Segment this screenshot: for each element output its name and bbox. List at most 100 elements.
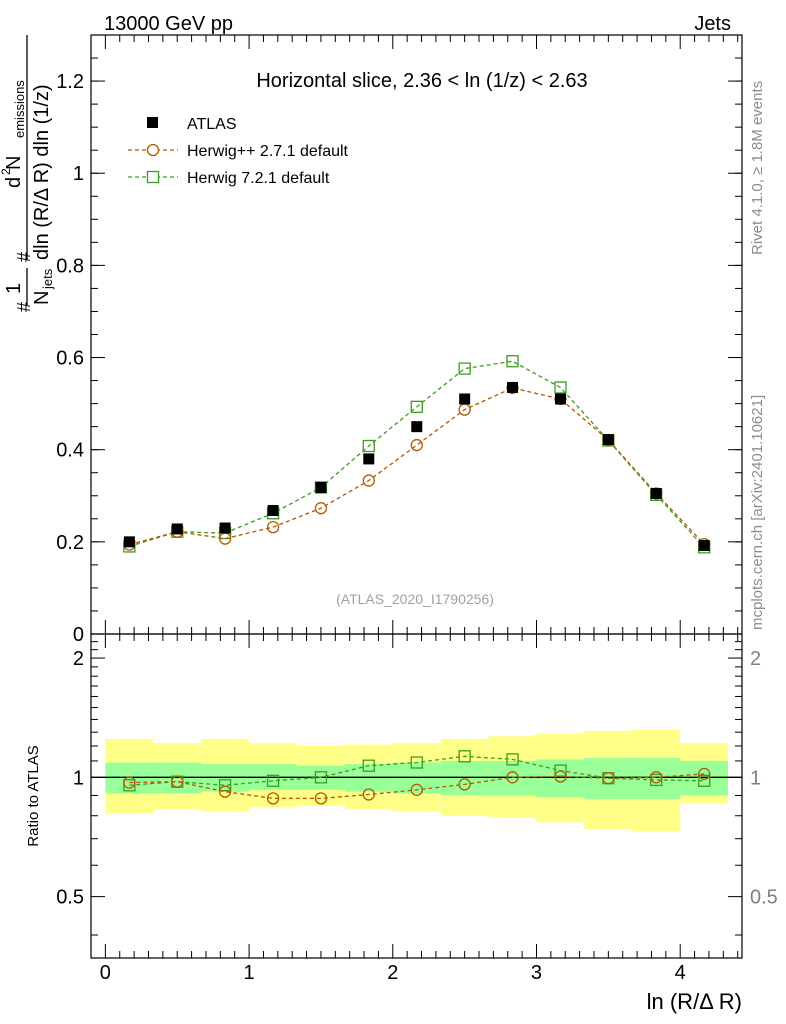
main-y-tick-label: 1	[73, 163, 84, 185]
ratio-herwigpp-point	[458, 778, 471, 791]
mcplots-label: mcplots.cern.ch [arXiv:2401.10621]	[749, 395, 766, 630]
ylabel-denominator: dln (R/Δ R) dln (1/z)	[31, 84, 53, 260]
x-tick-label: 2	[387, 962, 398, 984]
atlas-point	[315, 481, 327, 493]
atlas-point	[267, 505, 279, 517]
ratio-y-axis-label: Ratio to ATLAS	[25, 745, 42, 846]
ratio-herwig7-point	[362, 759, 375, 772]
ratio-plot-panel: 0.5 0.5 1 1 2 2 0 1 2 3 4 Ratio to ATLAS ln (R/Δ R…	[25, 633, 778, 1014]
ratio-herwigpp-point	[314, 792, 328, 805]
legend-label-atlas: ATLAS	[187, 116, 237, 133]
ylabel-emissions: emissions	[12, 80, 27, 138]
legend: ATLAS Herwig++ 2.7.1 default Herwig 7.2.…	[128, 116, 349, 187]
herwig7-point	[362, 439, 375, 453]
ratio-herwig7-point	[410, 756, 423, 769]
ratio-y-tick-label-right: 0.5	[750, 887, 778, 909]
ratio-band-inner	[632, 757, 681, 800]
legend-label-herwig7: Herwig 7.2.1 default	[187, 170, 330, 187]
herwig7-point	[410, 400, 423, 413]
atlas-point	[602, 434, 614, 446]
atlas-point	[363, 453, 375, 465]
ylabel-d: d	[3, 177, 25, 188]
ratio-y-tick-label-right: 2	[750, 648, 761, 670]
ratio-band-inner	[488, 760, 537, 796]
ratio-herwig7-point	[314, 771, 328, 784]
ratio-herwig7-line	[129, 755, 705, 786]
atlas-point	[650, 487, 662, 499]
ratio-band-inner	[680, 760, 729, 796]
ylabel-hash-1: #	[14, 302, 34, 312]
analysis-watermark: (ATLAS_2020_I1790256)	[336, 591, 494, 607]
ratio-herwigpp-point	[698, 767, 711, 781]
ratio-plot-frame	[90, 633, 743, 959]
plot-title: Horizontal slice, 2.36 < ln (1/z) < 2.63	[256, 70, 587, 92]
ratio-herwigpp-point	[650, 771, 663, 784]
ratio-herwigpp-point	[171, 775, 184, 788]
x-tick-label: 1	[244, 962, 255, 984]
atlas-point	[698, 540, 710, 552]
ylabel-hash-2: #	[14, 252, 34, 262]
main-series-layer	[123, 355, 711, 554]
ratio-herwig7-point	[218, 779, 232, 792]
main-y-tick-label: 0.6	[56, 348, 84, 370]
x-tick-label: 3	[531, 962, 542, 984]
ratio-y-tick-label-right: 1	[750, 767, 761, 789]
ratio-herwigpp-point	[602, 772, 615, 785]
ratio-herwig7-point	[506, 753, 519, 766]
x-tick-label: 4	[675, 962, 686, 984]
ylabel-one: 1	[3, 283, 25, 294]
herwigpp-point	[314, 502, 328, 515]
main-y-tick-label: 0	[73, 624, 84, 646]
ratio-band-inner	[392, 762, 441, 794]
main-y-tick-label: 0.2	[56, 532, 84, 554]
ylabel-n: N	[31, 291, 53, 305]
ylabel-n-emissions: N	[3, 156, 25, 170]
main-y-tick-label: 0.4	[56, 440, 84, 462]
atlas-point	[459, 393, 471, 405]
ratio-herwig7-point	[458, 750, 471, 763]
herwigpp-line	[129, 387, 705, 546]
main-axis-ticks	[91, 34, 742, 635]
herwig7-line	[129, 360, 705, 548]
main-plot-panel: 0 0.2 0.4 0.6 0.8 1 1.2 Horizontal slice, 2.36…	[0, 34, 743, 646]
ratio-herwigpp-point	[410, 783, 423, 796]
x-axis-label: ln (R/Δ R)	[647, 989, 742, 1014]
ratio-herwig7-point	[554, 764, 567, 777]
herwig7-point	[506, 355, 519, 368]
legend-marker-atlas	[147, 117, 158, 128]
legend-marker-herwigpp	[146, 143, 160, 157]
ratio-herwigpp-point	[266, 792, 280, 805]
main-y-tick-label: 1.2	[56, 71, 84, 93]
herwigpp-point	[266, 520, 280, 534]
ratio-herwigpp-point	[554, 770, 567, 783]
header-jets-label: Jets	[694, 13, 731, 35]
ratio-axis-ticks	[91, 634, 742, 958]
atlas-point	[171, 523, 183, 535]
atlas-point	[219, 522, 231, 534]
main-y-tick-label: 0.8	[56, 255, 84, 277]
legend-marker-herwig7	[146, 170, 160, 184]
herwigpp-point	[362, 474, 375, 487]
ratio-y-tick-label-left: 1	[73, 767, 84, 789]
main-y-axis-label: # 1 N jets # d 2 N emissions dln (R/Δ R)…	[0, 35, 55, 312]
herwig7-point	[458, 362, 471, 375]
ratio-band-inner	[153, 762, 202, 794]
ratio-herwigpp-line	[129, 773, 705, 800]
ratio-uncertainty-bands	[105, 729, 729, 832]
herwigpp-point	[410, 438, 423, 452]
ratio-herwigpp-point	[123, 776, 136, 789]
ratio-y-tick-label-left: 2	[73, 648, 84, 670]
ylabel-squared: 2	[0, 168, 13, 175]
atlas-point	[123, 536, 135, 548]
ratio-band-inner	[105, 762, 154, 794]
atlas-point	[411, 421, 423, 433]
ratio-series-layer	[91, 750, 742, 805]
ratio-herwig7-point	[698, 774, 711, 787]
x-tick-label: 0	[100, 962, 111, 984]
ratio-tick-labels: 0.5 0.5 1 1 2 2 0 1 2 3 4	[56, 648, 778, 984]
header-energy-label: 13000 GeV pp	[104, 13, 233, 35]
atlas-point	[506, 381, 518, 393]
ratio-herwigpp-point	[506, 771, 519, 784]
ratio-herwigpp-point	[218, 785, 232, 798]
